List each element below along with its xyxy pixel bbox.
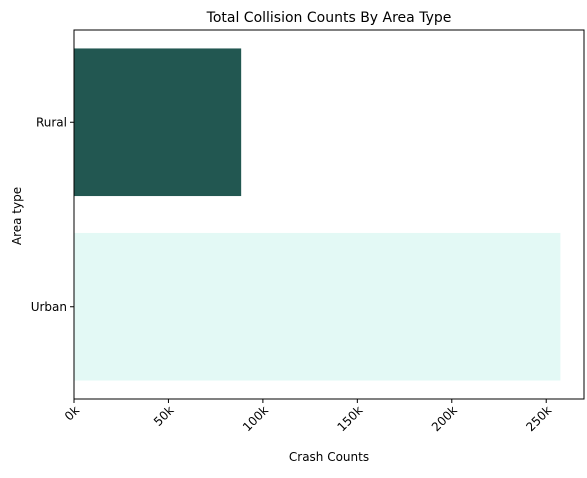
x-tick-label: 200k [429, 403, 460, 434]
bars-group [74, 48, 561, 381]
x-tick-label: 100k [240, 403, 271, 434]
plot-frame [73, 29, 585, 400]
x-tick-label: 150k [334, 403, 365, 434]
x-tick-label: 0k [62, 403, 82, 423]
y-tick-label: Rural [36, 115, 67, 129]
y-ticks-group: Rural Urban [31, 115, 74, 314]
x-tick-label: 50k [151, 403, 177, 429]
y-tick-label: Urban [31, 300, 67, 314]
x-axis-label: Crash Counts [289, 450, 369, 464]
bar-urban [74, 232, 561, 381]
chart-title: Total Collision Counts By Area Type [206, 10, 452, 26]
y-axis-label: Area type [10, 187, 24, 245]
x-tick-label: 250k [523, 403, 554, 434]
x-ticks-group: 0k 50k 100k 150k 200k 250k [62, 399, 554, 434]
bar-rural [74, 48, 242, 197]
